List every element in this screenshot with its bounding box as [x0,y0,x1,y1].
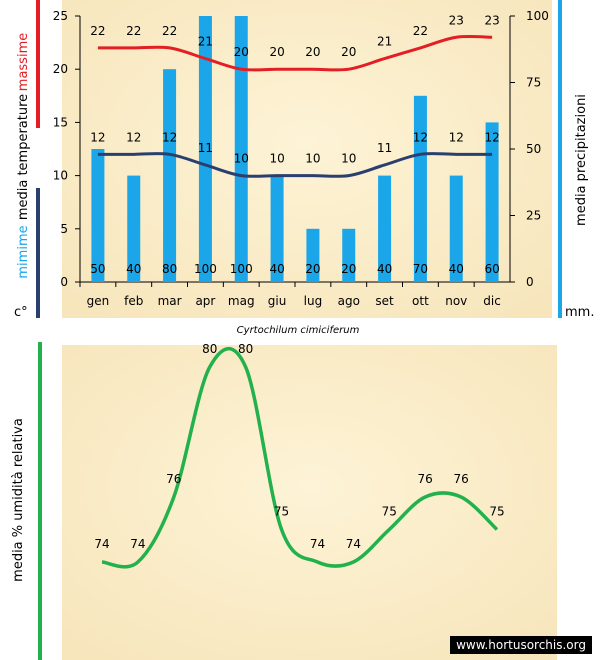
x-tick-label-ott: ott [412,294,429,308]
humidity-value-label: 75 [382,505,397,519]
humidity-value-label: 76 [453,472,468,486]
humidity-value-label: 75 [274,505,289,519]
massime-value-label: 20 [234,45,249,59]
mimime-value-label: 10 [234,152,249,166]
mimime-line [97,152,493,178]
precipitation-value-label: 100 [194,262,217,276]
precipitation-value-label: 40 [449,262,464,276]
massime-value-label: 20 [341,45,356,59]
precipitation-value-label: 100 [230,262,253,276]
humidity-value-label: 80 [238,342,253,356]
x-tick-label-mar: mar [158,294,182,308]
massime-line [97,35,493,72]
humidity-chart: 74 74 76 80 80 75 74 74 75 76 76 75 [94,342,505,569]
mimime-value-label: 11 [377,141,392,155]
massime-value-label: 20 [305,45,320,59]
precipitation-bar-set [378,175,392,282]
mimime-value-label: 10 [341,152,356,166]
right-axis-tick-label: 75 [526,76,541,90]
right-axis-tick-label: 0 [526,275,534,289]
massime-value-label: 22 [413,24,428,38]
mimime-value-label: 10 [305,152,320,166]
precipitation-value-label: 50 [90,262,105,276]
x-tick-label-gen: gen [87,294,110,308]
precipitation-bar-mag [234,16,248,282]
mimime-value-label: 12 [90,130,105,144]
precipitation-bar-ott [413,95,427,282]
left-axis-tick-label: 20 [53,62,68,76]
massime-value-label: 23 [449,13,464,27]
right-axis-tick-label: 50 [526,142,541,156]
humidity-value-label: 74 [130,537,145,551]
humidity-value-label: 76 [166,472,181,486]
precipitation-value-label: 80 [162,262,177,276]
humidity-line [101,346,499,569]
precipitation-value-label: 40 [269,262,284,276]
x-tick-label-feb: feb [124,294,143,308]
massime-value-label: 22 [126,24,141,38]
precipitation-bar-lug [306,228,320,282]
precipitation-value-label: 70 [413,262,428,276]
x-tick-label-lug: lug [304,294,323,308]
humidity-value-label: 80 [202,342,217,356]
left-axis-tick-label: 5 [60,222,68,236]
x-tick-label-ago: ago [338,294,360,308]
precipitation-value-label: 40 [126,262,141,276]
mimime-value-label: 12 [162,130,177,144]
mimime-label: mimime [16,225,31,278]
massime-value-label: 23 [484,13,499,27]
precipitation-bar-nov [449,175,463,282]
precipitation-bar-feb [127,175,141,282]
mimime-value-label: 12 [449,130,464,144]
massime-value-label: 20 [269,45,284,59]
mimime-value-label: 12 [413,130,428,144]
x-tick-label-giu: giu [268,294,287,308]
precipitation-bar-dic [485,122,499,283]
celsius-unit-label: c° [14,305,28,320]
massime-value-label: 21 [377,35,392,49]
massime-value-label: 22 [90,24,105,38]
x-tick-label-mag: mag [228,294,255,308]
left-axis-tick-label: 10 [53,169,68,183]
humidity-value-label: 74 [94,537,109,551]
left-axis-tick-label: 25 [53,9,68,23]
precipitation-value-label: 60 [484,262,499,276]
x-tick-label-set: set [375,294,394,308]
precipitation-bar-apr [198,16,212,282]
mimime-value-label: 10 [269,152,284,166]
precipitation-axis-label: media precipitazioni [574,94,589,226]
watermark: www.hortusorchis.org [450,636,592,654]
precipitation-bar-ago [342,228,356,282]
precipitation-bar-gen [91,149,105,282]
massime-value-label: 21 [198,35,213,49]
mm-unit-label: mm. [565,305,594,320]
mimime-value-label: 11 [198,141,213,155]
left-axis-tick-label: 15 [53,115,68,129]
precipitation-bar-mar [163,69,177,282]
x-tick-label-apr: apr [195,294,215,308]
humidity-value-label: 76 [418,472,433,486]
humidity-value-label: 75 [489,505,504,519]
mimime-value-label: 12 [126,130,141,144]
humidity-axis-label: media % umidità relativa [11,418,26,582]
precipitation-value-label: 40 [377,262,392,276]
bottom-chart-background [62,345,557,660]
x-tick-label-nov: nov [445,294,467,308]
precipitation-value-label: 20 [305,262,320,276]
right-axis-tick-label: 25 [526,209,541,223]
massime-label: massime [16,33,31,91]
precipitation-bar-giu [270,175,284,282]
humidity-value-label: 74 [346,537,361,551]
left-axis-tick-label: 0 [60,275,68,289]
temperature-axis-label: media temperature [16,94,31,220]
x-tick-label-dic: dic [483,294,501,308]
massime-value-label: 22 [162,24,177,38]
precipitation-value-label: 20 [341,262,356,276]
humidity-value-label: 74 [310,537,325,551]
mimime-value-label: 12 [484,130,499,144]
chart-title: Cyrtochilum cimiciferum [237,325,360,336]
right-axis-tick-label: 100 [526,9,549,23]
